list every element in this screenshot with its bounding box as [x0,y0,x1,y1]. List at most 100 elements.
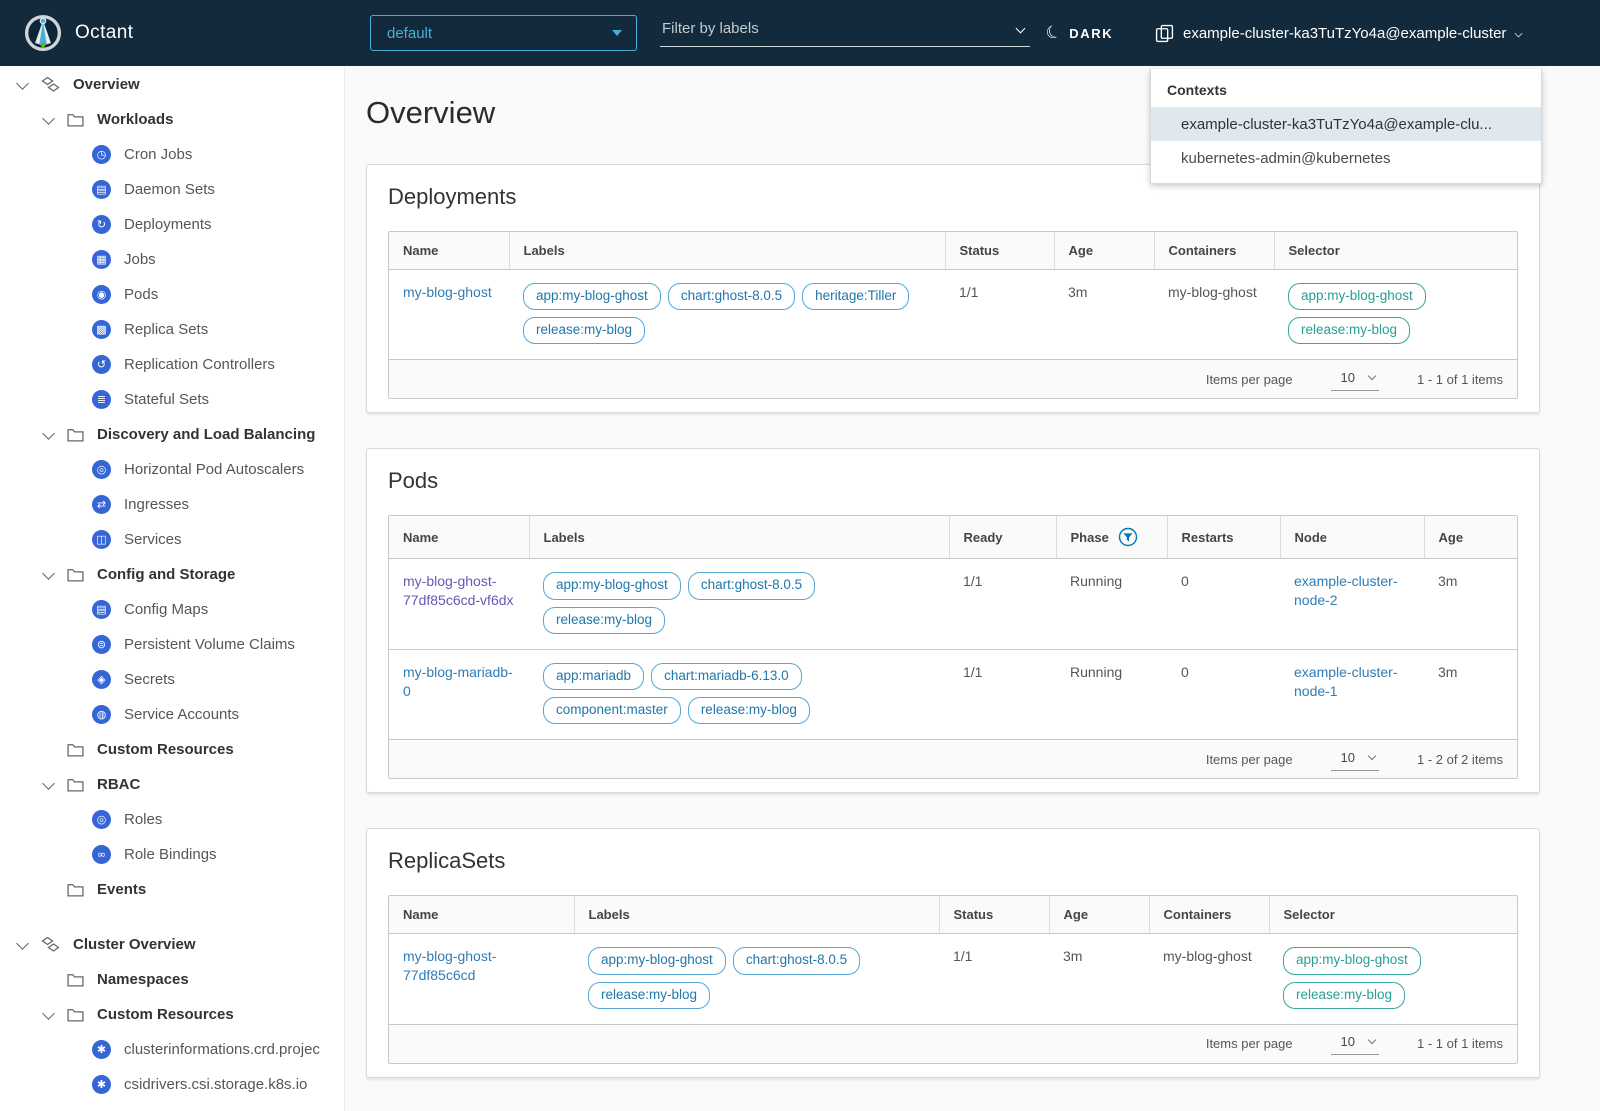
label-pill[interactable]: release:my-blog [523,317,646,345]
label-pill[interactable]: release:my-blog [588,981,711,1009]
context-menu-item[interactable]: example-cluster-ka3TuTzYo4a@example-clu.… [1151,107,1541,141]
label-filter-input[interactable] [660,16,1030,47]
sidebar-item-secrets[interactable]: ◈ Secrets [0,662,344,697]
sidebar-nav: Overview Workloads ◷ Cron Jobs ▤ Daemon … [0,66,345,1111]
column-header-containers: Containers [1148,896,1269,935]
sidebar-item-clusterinformations-crd[interactable]: ✱ clusterinformations.crd.projec [0,1032,344,1067]
context-dropdown-menu: Contexts example-cluster-ka3TuTzYo4a@exa… [1150,69,1542,184]
sidebar-item-workloads[interactable]: Workloads [0,102,344,137]
column-header-labels: Labels [573,896,939,935]
chevron-down-icon[interactable] [16,76,29,90]
sidebar-item-ingresses[interactable]: ⇄ Ingresses [0,487,344,522]
label-pill[interactable]: component:master [543,697,681,725]
selector-pill[interactable]: app:my-blog-ghost [1288,283,1426,311]
pod-name-link[interactable]: my-blog-mariadb-0 [403,663,513,699]
pagination-range: 1 - 1 of 1 items [1417,1036,1503,1052]
status-cell: 1/1 [939,933,1049,1025]
node-link[interactable]: example-cluster-node-2 [1294,573,1398,609]
label-pill[interactable]: chart:ghost-8.0.5 [732,947,861,975]
applications-icon [41,936,60,953]
containers-cell: my-blog-ghost [1154,269,1274,361]
phase-cell: Running [1056,649,1167,741]
sidebar-item-replication-controllers[interactable]: ↺ Replication Controllers [0,347,344,382]
chevron-down-icon[interactable] [42,1006,55,1020]
items-per-page-select[interactable]: 10 [1330,368,1380,391]
replicaset-name-link[interactable]: my-blog-ghost-77df85c6cd [403,948,497,984]
sidebar-item-namespaces[interactable]: Namespaces [0,962,344,997]
pod-name-link[interactable]: my-blog-ghost-77df85c6cd-vf6dx [403,573,514,609]
sidebar-item-daemon-sets[interactable]: ▤ Daemon Sets [0,172,344,207]
sidebar-item-stateful-sets[interactable]: ≣ Stateful Sets [0,382,344,417]
sidebar-item-roles[interactable]: ◎ Roles [0,802,344,837]
sidebar-item-replica-sets[interactable]: ▩ Replica Sets [0,312,344,347]
label-pill[interactable]: app:my-blog-ghost [523,283,661,311]
sidebar-item-service-accounts[interactable]: ◍ Service Accounts [0,697,344,732]
sidebar-item-custom-resources[interactable]: Custom Resources [0,732,344,767]
label-pill[interactable]: heritage:Tiller [802,283,910,311]
sidebar-item-role-bindings[interactable]: ∞ Role Bindings [0,837,344,872]
selector-pill[interactable]: app:my-blog-ghost [1283,947,1421,975]
column-header-labels: Labels [508,232,945,270]
sidebar-item-config-maps[interactable]: ▤ Config Maps [0,592,344,627]
table-header-row: Name Labels Ready Phase [389,516,1517,560]
sidebar-item-deployments[interactable]: ↻ Deployments [0,207,344,242]
theme-toggle-button[interactable]: ☾ DARK [1043,0,1113,66]
filter-icon[interactable] [1118,527,1138,547]
chevron-down-icon[interactable] [42,111,55,125]
items-per-page-select[interactable]: 10 [1330,748,1380,771]
context-menu-item[interactable]: kubernetes-admin@kubernetes [1181,149,1391,167]
folder-icon [67,882,84,897]
column-header-name: Name [389,896,574,935]
ready-cell: 1/1 [949,649,1056,741]
column-header-labels: Labels [528,516,949,560]
namespace-select[interactable]: default [370,15,637,51]
column-header-status: Status [938,896,1049,935]
label-pill[interactable]: app:mariadb [543,662,645,691]
label-pill[interactable]: chart:mariadb-6.13.0 [651,662,802,691]
column-header-selector: Selector [1268,896,1517,935]
sidebar-item-persistent-volume-claims[interactable]: ⊜ Persistent Volume Claims [0,627,344,662]
label-pill[interactable]: chart:ghost-8.0.5 [687,572,816,600]
deployment-name-link[interactable]: my-blog-ghost [403,284,492,300]
sidebar-item-cluster-custom-resources[interactable]: Custom Resources [0,997,344,1032]
label-pill[interactable]: chart:ghost-8.0.5 [667,283,796,311]
age-cell: 3m [1424,558,1517,650]
sidebar-item-rbac[interactable]: RBAC [0,767,344,802]
pagination: Items per page 10 1 - 1 of 1 items [389,1024,1517,1063]
sidebar-item-pods[interactable]: ◉ Pods [0,277,344,312]
sidebar-item-cron-jobs[interactable]: ◷ Cron Jobs [0,137,344,172]
sidebar-item-jobs[interactable]: ▦ Jobs [0,242,344,277]
column-header-age: Age [1053,232,1154,270]
chevron-down-icon[interactable] [16,936,29,950]
sidebar-item-events[interactable]: Events [0,872,344,907]
label-pill[interactable]: app:my-blog-ghost [588,947,726,975]
pagination: Items per page 10 1 - 2 of 2 items [389,740,1517,779]
node-link[interactable]: example-cluster-node-1 [1294,663,1398,699]
label-filter [660,16,1030,47]
label-pill[interactable]: app:my-blog-ghost [543,572,681,600]
label-pill[interactable]: release:my-blog [543,606,666,634]
sidebar-item-horizontal-pod-autoscalers[interactable]: ◎ Horizontal Pod Autoscalers [0,452,344,487]
sidebar-item-csidrivers-crd[interactable]: ✱ csidrivers.csi.storage.k8s.io [0,1067,344,1102]
configmaps-icon: ▤ [92,600,111,619]
cronjobs-icon: ◷ [92,145,111,164]
sidebar-item-services[interactable]: ◫ Services [0,522,344,557]
context-selector-button[interactable]: example-cluster-ka3TuTzYo4a@example-clus… [1155,0,1523,66]
sidebar-item-discovery-load-balancing[interactable]: Discovery and Load Balancing [0,417,344,452]
chevron-down-icon[interactable] [42,426,55,440]
chevron-down-icon[interactable] [42,566,55,580]
sidebar-item-config-and-storage[interactable]: Config and Storage [0,557,344,592]
selector-pill[interactable]: release:my-blog [1288,317,1411,345]
sidebar-item-cluster-overview[interactable]: Cluster Overview [0,927,344,962]
age-cell: 3m [1054,269,1154,361]
items-per-page-select[interactable]: 10 [1330,1032,1380,1056]
selector-pill[interactable]: release:my-blog [1283,981,1406,1009]
crd-icon: ✱ [92,1075,111,1094]
chevron-down-icon [1367,1036,1377,1045]
chevron-down-icon[interactable] [42,776,55,790]
label-pill[interactable]: release:my-blog [687,697,810,725]
caret-down-icon [612,30,622,36]
pagination: Items per page 10 1 - 1 of 1 items [389,360,1517,399]
secrets-icon: ◈ [92,670,111,689]
sidebar-item-overview[interactable]: Overview [0,67,344,102]
